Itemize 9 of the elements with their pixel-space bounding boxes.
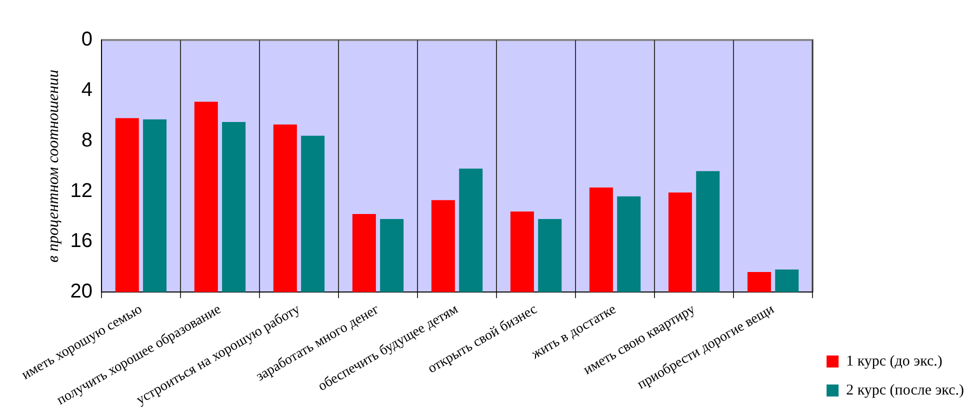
y-tick-label: 20: [70, 280, 92, 303]
y-tick-label: 16: [70, 230, 92, 252]
legend-label: 1 курс (до экс.): [846, 353, 942, 370]
y-tick-label: 12: [70, 180, 92, 202]
y-tick-label: 0: [81, 28, 92, 51]
y-tick-label: 8: [81, 129, 92, 152]
legend-label: 2 курс (после экс.): [846, 382, 964, 398]
y-tick-label: 4: [81, 78, 92, 101]
y-axis-title: в процентном соотношении: [44, 70, 62, 262]
